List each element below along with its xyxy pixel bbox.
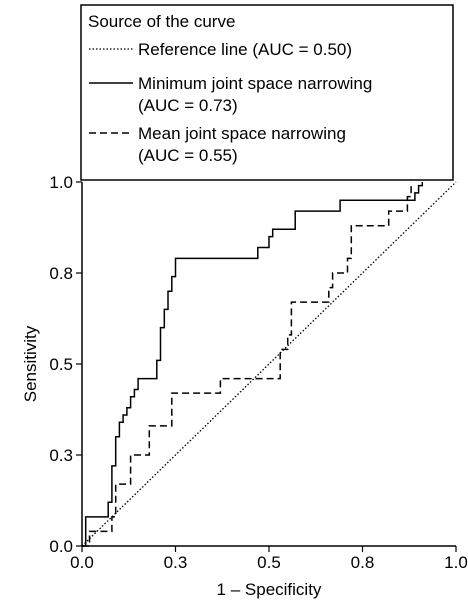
legend-label-mean: Mean joint space narrowing bbox=[138, 124, 346, 143]
legend-label-minimum-auc: (AUC = 0.73) bbox=[138, 96, 238, 115]
legend: Source of the curve Reference line (AUC … bbox=[80, 4, 454, 181]
axis-ticks: 0.00.0 0.3 0.3 0.5 0.5 0.8 0.8 1.0 1.0 bbox=[49, 173, 467, 572]
x-tick-label: 1.0 bbox=[444, 553, 468, 572]
x-tick-label: 0.8 bbox=[351, 553, 375, 572]
y-axis-label: Sensitivity bbox=[21, 325, 40, 402]
x-tick-label: 0.5 bbox=[257, 553, 281, 572]
series-line-mean-jsn bbox=[82, 182, 412, 547]
x-tick-label: 0.3 bbox=[164, 553, 188, 572]
y-tick-label: 0.3 bbox=[49, 446, 73, 465]
legend-box bbox=[80, 4, 454, 181]
series-line-reference bbox=[81, 181, 457, 547]
legend-label-reference: Reference line (AUC = 0.50) bbox=[138, 40, 352, 59]
y-tick-label: 0.5 bbox=[49, 355, 73, 374]
y-tick-label: 1.0 bbox=[49, 173, 73, 192]
legend-title: Source of the curve bbox=[88, 12, 235, 31]
legend-label-minimum: Minimum joint space narrowing bbox=[138, 74, 372, 93]
x-axis-label: 1 – Specificity bbox=[217, 580, 322, 599]
series-layer bbox=[81, 181, 457, 547]
series-line-minimum-jsn bbox=[82, 182, 424, 547]
legend-label-mean-auc: (AUC = 0.55) bbox=[138, 146, 238, 165]
y-tick-label: 0.8 bbox=[49, 264, 73, 283]
x-tick-label: 0.0 bbox=[70, 553, 94, 572]
y-tick-label: 0.0 bbox=[49, 537, 73, 556]
